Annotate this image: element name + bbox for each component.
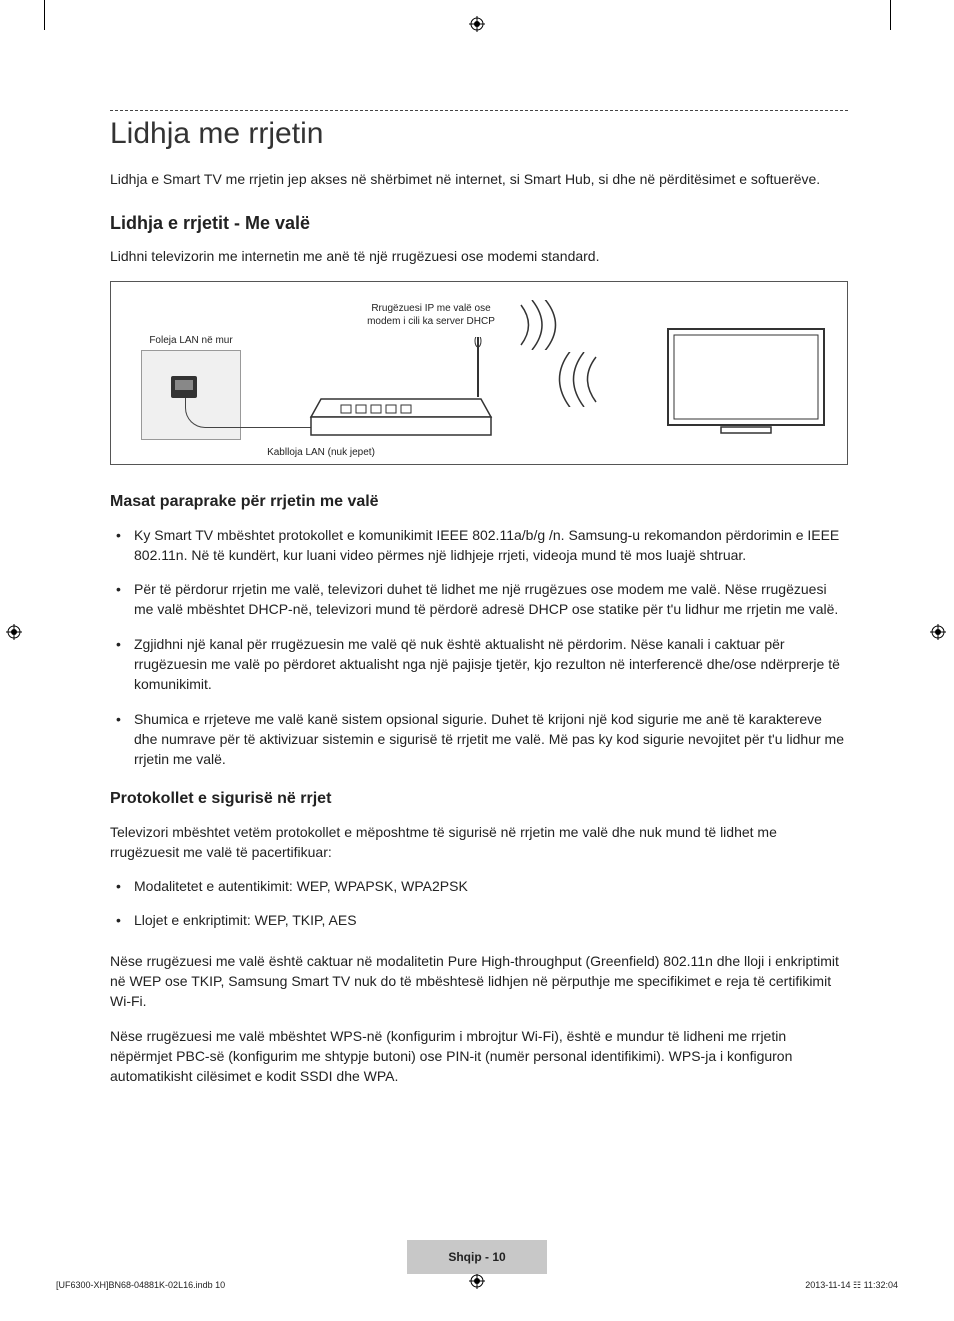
security-paragraph-1: Nëse rrugëzuesi me valë është caktuar në… xyxy=(110,951,848,1012)
wallport-label: Foleja LAN në mur xyxy=(141,335,241,346)
footer-timestamp: 2013-11-14 ☷ 11:32:04 xyxy=(805,1280,898,1291)
subheading-precautions: Masat paraprake për rrjetin me valë xyxy=(110,493,848,511)
crop-mark xyxy=(890,0,891,30)
registration-mark-top xyxy=(469,16,485,32)
list-item: Ky Smart TV mbështet protokollet e komun… xyxy=(134,525,848,566)
security-list: Modalitetet e autentikimit: WEP, WPAPSK,… xyxy=(110,876,848,931)
wifi-waves-in-icon xyxy=(551,352,601,412)
crop-mark xyxy=(44,0,45,30)
page-title: Lidhja me rrjetin xyxy=(110,117,848,151)
list-item: Zgjidhni një kanal për rrugëzuesin me va… xyxy=(134,634,848,695)
registration-mark-right xyxy=(930,624,946,640)
list-item: Për të përdorur rrjetin me valë, televiz… xyxy=(134,579,848,620)
security-intro: Televizori mbështet vetëm protokollet e … xyxy=(110,822,848,863)
registration-mark-bottom xyxy=(469,1273,485,1289)
tv-icon xyxy=(666,327,826,442)
page-content: Lidhja me rrjetin Lidhja e Smart TV me r… xyxy=(110,110,848,1101)
subheading-security: Protokollet e sigurisë në rrjet xyxy=(110,790,848,808)
precautions-list: Ky Smart TV mbështet protokollet e komun… xyxy=(110,525,848,770)
security-paragraph-2: Nëse rrugëzuesi me valë mbështet WPS-në … xyxy=(110,1026,848,1087)
network-diagram: Rrugëzuesi IP me valë ose modem i cili k… xyxy=(110,281,848,465)
intro-paragraph: Lidhja e Smart TV me rrjetin jep akses n… xyxy=(110,169,848,189)
footer-filename: [UF6300-XH]BN68-04881K-02L16.indb 10 xyxy=(56,1280,225,1290)
list-item: Modalitetet e autentikimit: WEP, WPAPSK,… xyxy=(134,876,848,896)
list-item: Shumica e rrjeteve me valë kanë sistem o… xyxy=(134,709,848,770)
lan-cable-icon xyxy=(185,398,325,428)
router-icon xyxy=(306,337,496,452)
section-heading-wireless: Lidhja e rrjetit - Me valë xyxy=(110,213,848,234)
list-item: Llojet e enkriptimit: WEP, TKIP, AES xyxy=(134,910,848,930)
wifi-waves-out-icon xyxy=(516,300,561,355)
lan-port-icon xyxy=(171,376,197,398)
registration-mark-left xyxy=(6,624,22,640)
wireless-description: Lidhni televizorin me internetin me anë … xyxy=(110,246,848,266)
router-label: Rrugëzuesi IP me valë ose modem i cili k… xyxy=(366,302,496,328)
page-number-pill: Shqip - 10 xyxy=(407,1240,547,1274)
section-divider xyxy=(110,110,848,111)
